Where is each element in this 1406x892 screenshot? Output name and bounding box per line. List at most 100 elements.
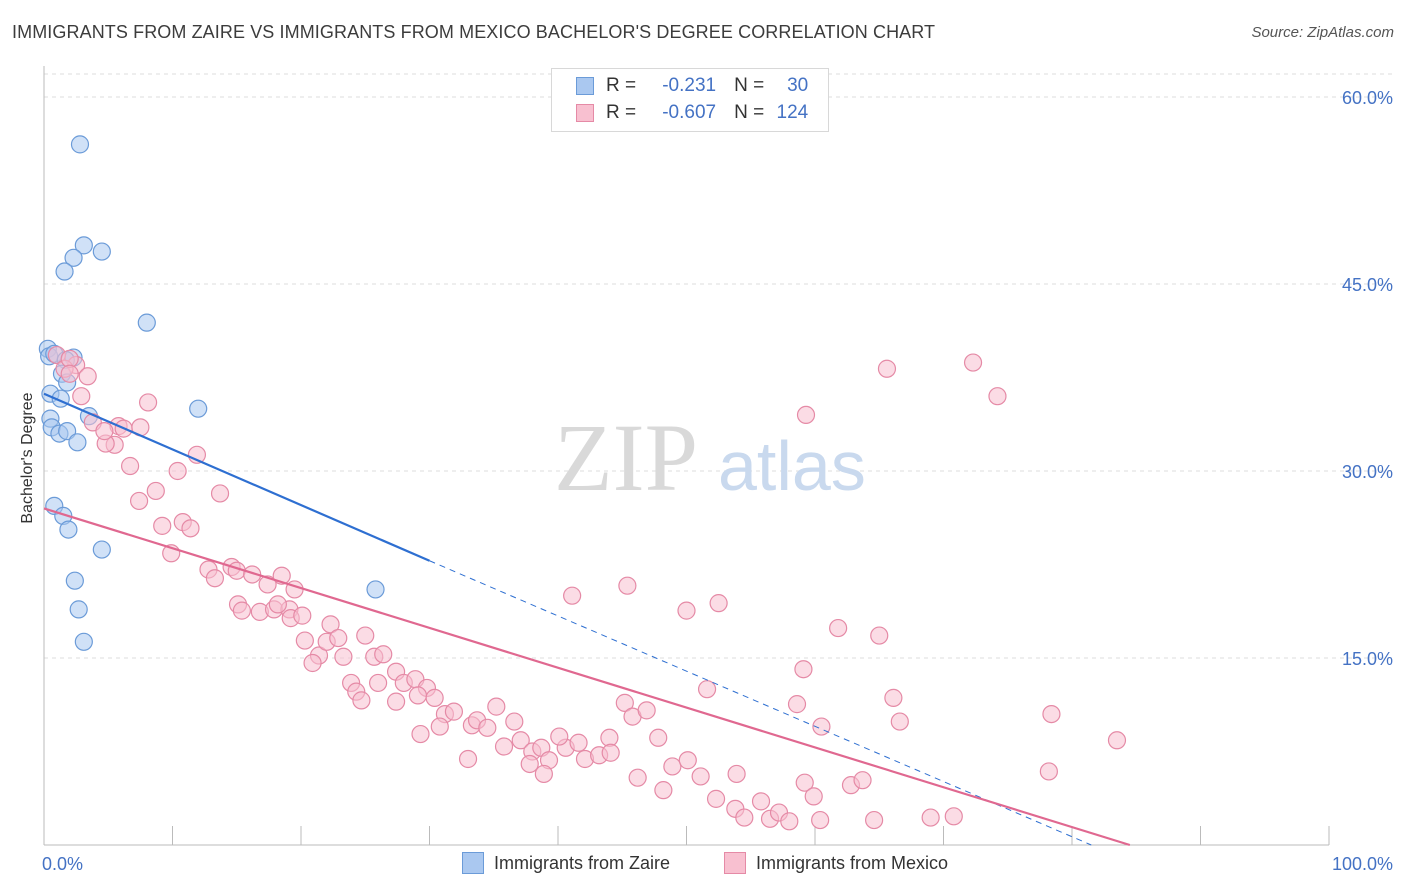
point-mexico-65: [430, 717, 449, 736]
point-mexico-115: [787, 695, 807, 714]
point-mexico-127: [1107, 731, 1127, 750]
point-mexico-88: [637, 701, 656, 720]
legend-r-value: -0.231: [662, 75, 717, 96]
point-mexico-30: [258, 575, 277, 594]
point-mexico-103: [795, 773, 814, 792]
legend-n-value: 30: [787, 75, 809, 96]
point-mexico-112: [794, 660, 813, 679]
point-zaire-0: [70, 135, 90, 154]
x-tick-label-min: 0.0%: [42, 854, 83, 874]
point-mexico-86: [615, 693, 634, 712]
point-mexico-42: [295, 631, 314, 650]
point-mexico-118: [709, 594, 728, 613]
point-mexico-110: [884, 688, 903, 707]
point-mexico-123: [921, 808, 940, 827]
trend-lines: [43, 392, 1131, 847]
watermark-atlas: atlas: [718, 427, 866, 505]
point-mexico-71: [494, 737, 514, 756]
point-mexico-111: [890, 712, 909, 731]
chart-title: IMMIGRANTS FROM ZAIRE VS IMMIGRANTS FROM…: [12, 22, 936, 42]
point-mexico-85: [601, 743, 620, 762]
correlation-legend: R = -0.231 N = 30 R = -0.607 N = 124: [551, 68, 829, 132]
point-mexico-5: [60, 364, 79, 383]
point-zaire-25: [92, 540, 111, 559]
x-tick-labels: 0.0% 100.0%: [42, 854, 1393, 874]
point-mexico-84: [600, 728, 619, 747]
point-mexico-17: [168, 461, 187, 481]
point-mexico-18: [146, 481, 165, 501]
point-zaire-2: [64, 248, 83, 267]
trend-line-mexico: [43, 507, 1131, 847]
y-tick-label-1: 30.0%: [1342, 462, 1393, 482]
legend-r-value: -0.607: [662, 102, 717, 123]
point-mexico-113: [829, 618, 848, 638]
bottom-legend-label-mexico: Immigrants from Mexico: [756, 852, 949, 873]
trend-line-zaire: [43, 392, 430, 562]
point-mexico-92: [663, 757, 682, 776]
bottom-legend-mexico: Immigrants from Mexico: [724, 852, 948, 874]
point-mexico-68: [478, 718, 497, 737]
point-mexico-50: [374, 645, 393, 664]
legend-swatch-zaire: [576, 77, 594, 95]
series-mexico: [47, 345, 1127, 831]
point-mexico-46: [303, 653, 322, 673]
point-zaire-20: [58, 422, 77, 441]
source-credit: Source: ZipAtlas.com: [1251, 24, 1394, 41]
point-mexico-114: [697, 680, 717, 699]
point-mexico-61: [425, 688, 444, 707]
y-tick-label-0: 15.0%: [1342, 649, 1393, 669]
point-mexico-80: [569, 733, 588, 752]
point-zaire-5: [137, 313, 156, 332]
x-tick-label-max: 100.0%: [1332, 854, 1393, 874]
legend-r-label: R =: [606, 75, 637, 96]
point-mexico-14: [95, 422, 114, 441]
legend-n-label: N =: [734, 102, 765, 123]
point-mexico-102: [780, 812, 799, 831]
point-mexico-120: [877, 359, 897, 378]
point-mexico-75: [520, 754, 539, 774]
legend-r-label: R =: [606, 102, 637, 123]
point-mexico-125: [1039, 762, 1058, 781]
point-mexico-26: [205, 569, 225, 588]
point-mexico-62: [411, 724, 430, 744]
legend-row-zaire: R = -0.231 N = 30: [576, 73, 808, 99]
y-axis-label: Bachelor's Degree: [19, 392, 36, 524]
point-mexico-60: [408, 686, 428, 705]
point-mexico-93: [678, 751, 697, 770]
point-mexico-19: [210, 484, 230, 503]
point-mexico-116: [870, 626, 889, 645]
legend-n-value: 124: [776, 102, 809, 123]
point-mexico-81: [550, 727, 569, 746]
point-mexico-119: [563, 586, 582, 605]
point-mexico-99: [751, 792, 771, 811]
legend-swatch-mexico: [576, 104, 594, 122]
axes: [43, 66, 1330, 846]
point-mexico-64: [444, 702, 464, 721]
point-mexico-108: [853, 771, 872, 790]
point-mexico-45: [329, 628, 348, 648]
point-mexico-122: [988, 387, 1007, 406]
point-mexico-117: [618, 576, 637, 595]
point-zaire-28: [74, 632, 93, 651]
point-mexico-105: [811, 810, 830, 830]
point-zaire-21: [68, 433, 87, 452]
point-mexico-104: [804, 787, 823, 806]
point-mexico-4: [78, 367, 97, 386]
point-zaire-4: [55, 262, 74, 281]
point-mexico-38: [268, 595, 287, 614]
point-mexico-96: [706, 789, 726, 808]
point-zaire-15: [189, 399, 208, 418]
bottom-legend-swatch-mexico: [724, 852, 746, 874]
point-mexico-16: [120, 456, 140, 476]
point-zaire-24: [59, 520, 78, 539]
point-zaire-1: [74, 236, 93, 255]
point-mexico-95: [727, 764, 746, 784]
point-mexico-91: [654, 781, 673, 800]
point-mexico-129: [677, 601, 696, 620]
legend-row-mexico: R = -0.607 N = 124: [576, 100, 808, 126]
point-mexico-73: [511, 731, 530, 750]
point-mexico-98: [735, 808, 754, 827]
point-mexico-78: [534, 764, 553, 784]
point-mexico-57: [352, 691, 371, 710]
